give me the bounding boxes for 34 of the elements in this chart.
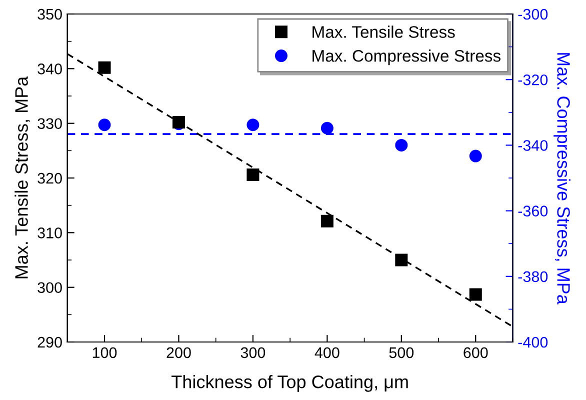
legend-label: Max. Compressive Stress [312, 50, 500, 66]
x-axis-title: Thickness of Top Coating, μm [172, 374, 408, 392]
x-tick-label: 600 [464, 347, 488, 358]
y-axis-title: Max. Tensile Stress, MPa [14, 76, 30, 278]
point [469, 288, 482, 301]
point [246, 168, 260, 181]
y-tick-label: 340 [38, 64, 62, 74]
point [320, 214, 334, 228]
point [469, 150, 482, 162]
point [395, 254, 408, 266]
y2-tick-label: -360 [518, 206, 548, 216]
x-tick-label: 400 [314, 347, 340, 358]
x-tick-label: 100 [92, 347, 117, 358]
y2-axis-title: Max. Compressive Stress, MPa [554, 53, 570, 304]
y2-tick-label: -340 [518, 140, 548, 151]
x-tick-label: 500 [389, 347, 414, 358]
y2-tick-label: -300 [518, 8, 548, 20]
point [395, 138, 408, 152]
y2-tick-label: -400 [518, 336, 548, 348]
y-tick-label: 350 [38, 8, 62, 20]
x-tick-label: 300 [240, 347, 266, 358]
point [320, 122, 334, 134]
legend-label: Max. Tensile Stress [312, 26, 455, 38]
y-tick-label: 300 [38, 282, 62, 294]
point [98, 61, 111, 74]
y-tick-label: 310 [38, 228, 62, 238]
y2-tick-label: -380 [518, 271, 548, 282]
point [98, 118, 111, 132]
y2-tick-label: -320 [518, 74, 548, 86]
x-tick-label: 200 [166, 347, 191, 358]
y-tick-label: 320 [38, 172, 62, 184]
y-tick-label: 290 [38, 336, 62, 348]
y-tick-label: 330 [38, 118, 62, 130]
point [246, 118, 260, 132]
